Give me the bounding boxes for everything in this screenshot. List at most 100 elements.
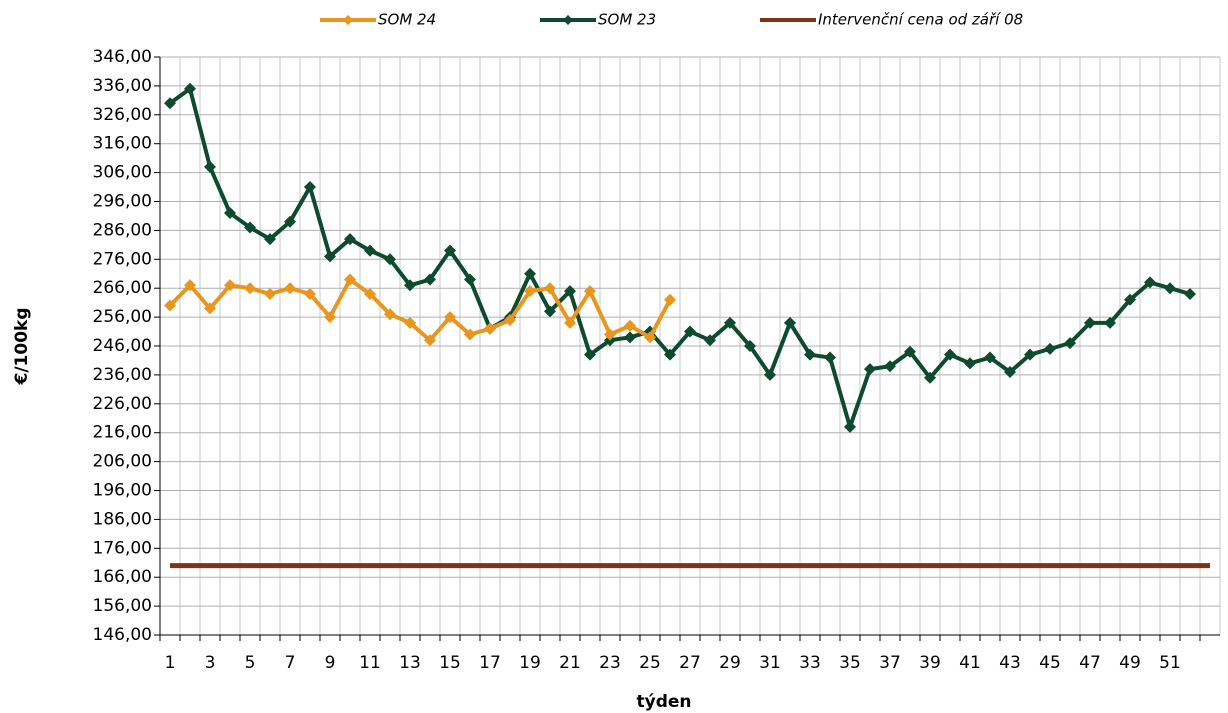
x-tick-label: 45 <box>1039 653 1061 673</box>
x-tick-label: 27 <box>679 653 701 673</box>
point-marker <box>624 319 636 332</box>
point-marker <box>364 287 376 300</box>
point-marker <box>724 316 736 329</box>
y-tick-label: 236,00 <box>93 365 152 385</box>
point-marker <box>984 351 996 364</box>
point-marker <box>524 285 536 298</box>
point-marker <box>324 311 336 324</box>
x-tick-label: 41 <box>959 653 981 673</box>
y-tick-label: 216,00 <box>93 423 152 443</box>
point-marker <box>1004 366 1016 379</box>
y-tick-label: 196,00 <box>93 481 152 501</box>
point-marker <box>604 328 616 341</box>
point-marker <box>484 322 496 335</box>
point-marker <box>204 302 216 315</box>
y-tick-label: 206,00 <box>93 452 152 472</box>
y-tick-label: 156,00 <box>93 596 152 616</box>
x-tick-label: 29 <box>719 653 741 673</box>
point-marker <box>924 371 936 384</box>
point-marker <box>804 348 816 361</box>
legend-marker <box>343 15 353 25</box>
point-marker <box>244 221 256 234</box>
y-tick-label: 176,00 <box>93 538 152 558</box>
y-tick-label: 266,00 <box>93 278 152 298</box>
point-marker <box>564 285 576 298</box>
x-tick-label: 11 <box>359 653 381 673</box>
point-marker <box>904 345 916 358</box>
point-marker <box>284 282 296 295</box>
point-marker <box>844 420 856 433</box>
point-marker <box>504 313 516 326</box>
x-tick-label: 47 <box>1079 653 1101 673</box>
point-marker <box>464 273 476 286</box>
x-tick-label: 49 <box>1119 653 1141 673</box>
x-tick-label: 3 <box>205 653 216 673</box>
point-marker <box>444 244 456 257</box>
point-marker <box>584 348 596 361</box>
point-marker <box>1084 316 1096 329</box>
point-marker <box>264 287 276 300</box>
x-tick-label: 35 <box>839 653 861 673</box>
point-marker <box>164 299 176 312</box>
point-marker <box>684 325 696 338</box>
point-marker <box>704 334 716 347</box>
series-line <box>168 86 1191 429</box>
point-marker <box>364 244 376 257</box>
point-marker <box>1164 282 1176 295</box>
y-tick-label: 306,00 <box>93 163 152 183</box>
point-marker <box>224 207 236 220</box>
x-tick-label: 23 <box>599 653 621 673</box>
point-marker <box>884 360 896 373</box>
point-marker <box>424 334 436 347</box>
point-marker <box>1124 293 1136 306</box>
point-marker <box>184 279 196 292</box>
point-marker <box>1184 287 1196 300</box>
x-tick-label: 25 <box>639 653 661 673</box>
x-tick-label: 17 <box>479 653 501 673</box>
point-marker <box>384 253 396 266</box>
x-tick-label: 39 <box>919 653 941 673</box>
point-marker <box>744 340 756 352</box>
point-marker <box>304 181 316 194</box>
point-marker <box>964 357 976 370</box>
x-tick-label: 13 <box>399 653 421 673</box>
y-tick-label: 286,00 <box>93 220 152 240</box>
legend-label: SOM 24 <box>378 11 436 29</box>
x-tick-label: 9 <box>325 653 336 673</box>
y-tick-label: 346,00 <box>93 47 152 67</box>
point-marker <box>644 331 656 344</box>
point-marker <box>544 282 556 295</box>
point-marker <box>584 285 596 298</box>
y-tick-label: 336,00 <box>93 76 152 96</box>
point-marker <box>824 351 836 364</box>
x-axis-title: týden <box>636 692 691 712</box>
x-tick-label: 7 <box>285 653 296 673</box>
point-marker <box>184 82 196 95</box>
point-marker <box>224 279 236 292</box>
point-marker <box>944 348 956 361</box>
x-tick-label: 21 <box>559 653 581 673</box>
y-axis-title: €/100kg <box>12 308 32 386</box>
point-marker <box>324 250 336 263</box>
point-marker <box>864 363 876 376</box>
point-marker <box>404 279 416 292</box>
x-tick-label: 51 <box>1159 653 1181 673</box>
point-marker <box>1064 337 1076 350</box>
y-tick-label: 326,00 <box>93 105 152 125</box>
point-marker <box>404 316 416 329</box>
point-marker <box>784 316 796 329</box>
point-marker <box>1144 276 1156 289</box>
point-marker <box>544 305 556 318</box>
legend-marker <box>563 15 573 25</box>
y-tick-label: 186,00 <box>93 509 152 529</box>
x-tick-label: 5 <box>245 653 256 673</box>
y-tick-label: 226,00 <box>93 394 152 414</box>
legend-label: SOM 23 <box>598 11 656 29</box>
y-tick-label: 166,00 <box>93 567 152 587</box>
y-tick-label: 296,00 <box>93 192 152 212</box>
point-marker <box>164 97 176 110</box>
legend-label: Intervenční cena od září 08 <box>818 11 1023 29</box>
y-tick-label: 256,00 <box>93 307 152 327</box>
point-marker <box>624 331 636 344</box>
